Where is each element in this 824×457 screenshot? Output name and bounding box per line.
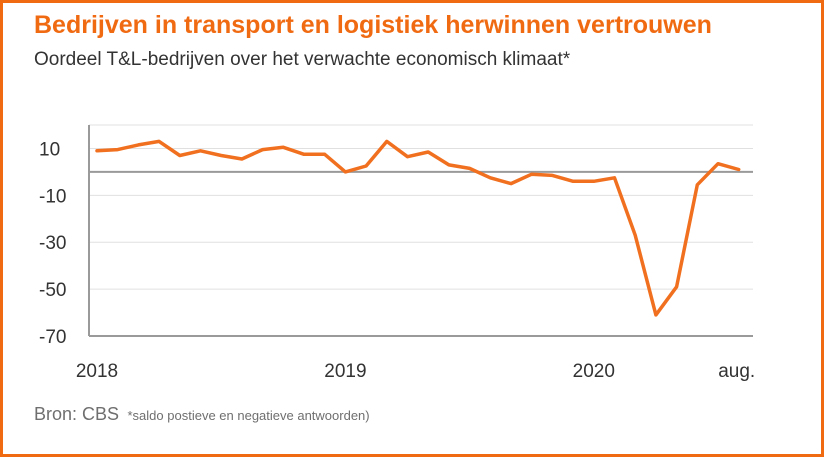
axes: [88, 125, 753, 337]
x-tick-label: 2019: [324, 361, 366, 382]
source-text: Bron: CBS: [34, 404, 120, 424]
line-chart: 10 -10 -30 -50 -70 2018 2019 2020 aug.: [39, 124, 755, 382]
x-tick-label: 2018: [76, 361, 118, 382]
tick-labels: 10 -10 -30 -50 -70 2018 2019 2020 aug.: [39, 139, 755, 382]
series-line: [95, 139, 741, 317]
x-tick-label: aug.: [718, 361, 755, 382]
y-tick-label: -70: [39, 327, 66, 348]
footnote-text: *saldo postieve en negatieve antwoorden): [127, 408, 370, 423]
y-tick-label: 10: [39, 139, 60, 160]
y-tick-label: -10: [39, 186, 66, 207]
source-line: Bron: CBS *saldo postieve en negatieve a…: [34, 404, 370, 425]
x-tick-label: 2020: [573, 361, 615, 382]
y-tick-label: -50: [39, 280, 66, 301]
y-tick-label: -30: [39, 233, 66, 254]
chart-title: Bedrijven in transport en logistiek herw…: [34, 11, 712, 39]
chart-subtitle: Oordeel T&L-bedrijven over het verwachte…: [34, 49, 571, 70]
series-layer: [95, 139, 741, 317]
